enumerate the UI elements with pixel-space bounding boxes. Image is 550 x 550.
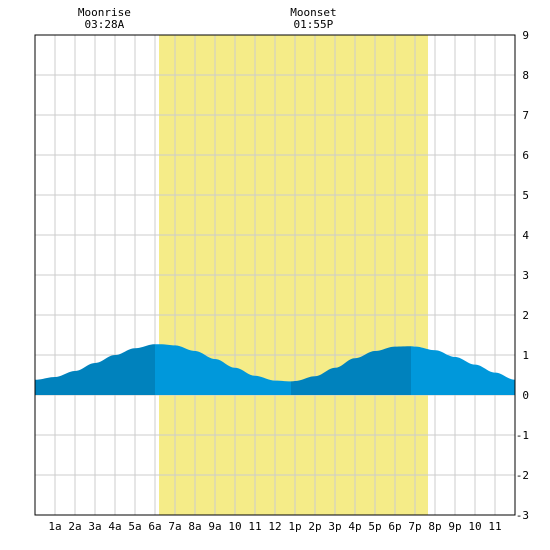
- x-tick-label: 11: [488, 520, 501, 533]
- x-tick-label: 7p: [408, 520, 421, 533]
- y-tick-label: -2: [516, 469, 529, 482]
- x-tick-label: 4a: [108, 520, 121, 533]
- y-tick-label: 7: [522, 109, 529, 122]
- x-tick-label: 5a: [128, 520, 141, 533]
- y-tick-label: -1: [516, 429, 529, 442]
- tide-falling-segment: [411, 346, 515, 395]
- tide-rising-segment: [35, 344, 155, 395]
- y-tick-label: 0: [522, 389, 529, 402]
- x-axis-ticks: 1a 2a 3a 4a 5a 6a 7a 8a 9a 10 11 12 1p 2p 3p 4p 5p 6p 7p 8p…: [48, 520, 501, 533]
- y-tick-label: 5: [522, 189, 529, 202]
- x-tick-label: 3a: [88, 520, 101, 533]
- plot-frame: [34, 34, 516, 516]
- x-tick-label: 4p: [348, 520, 361, 533]
- x-tick-label: 12: [268, 520, 281, 533]
- y-tick-label: 6: [522, 149, 529, 162]
- x-tick-label: 6p: [388, 520, 401, 533]
- x-tick-label: 6a: [148, 520, 161, 533]
- y-tick-label: 8: [522, 69, 529, 82]
- x-tick-label: 11: [248, 520, 261, 533]
- y-tick-label: -3: [516, 509, 529, 522]
- x-tick-label: 10: [468, 520, 481, 533]
- x-tick-label: 8a: [188, 520, 201, 533]
- moonset-time: 01:55P: [294, 18, 334, 31]
- x-tick-label: 7a: [168, 520, 181, 533]
- x-tick-label: 1a: [48, 520, 61, 533]
- y-axis-ticks: 9 8 7 6 5 4 3 2 1 0 -1 -2 -3: [516, 29, 530, 522]
- x-tick-label: 10: [228, 520, 241, 533]
- y-tick-label: 4: [522, 229, 529, 242]
- x-tick-label: 8p: [428, 520, 441, 533]
- x-tick-label: 9a: [208, 520, 221, 533]
- x-tick-label: 3p: [328, 520, 341, 533]
- tide-falling-segment: [155, 344, 291, 395]
- moonrise-label: Moonrise: [78, 6, 131, 19]
- x-tick-label: 2a: [68, 520, 81, 533]
- y-tick-label: 2: [522, 309, 529, 322]
- x-tick-label: 1p: [288, 520, 301, 533]
- y-tick-label: 1: [522, 349, 529, 362]
- moonrise-time: 03:28A: [85, 18, 125, 31]
- y-tick-label: 3: [522, 269, 529, 282]
- y-tick-label: 9: [522, 29, 529, 42]
- moonset-label: Moonset: [290, 6, 336, 19]
- grid-lines: [34, 34, 516, 516]
- x-tick-label: 5p: [368, 520, 381, 533]
- tide-area: [35, 344, 515, 395]
- x-tick-label: 9p: [448, 520, 461, 533]
- x-tick-label: 2p: [308, 520, 321, 533]
- tide-rising-segment: [291, 346, 411, 395]
